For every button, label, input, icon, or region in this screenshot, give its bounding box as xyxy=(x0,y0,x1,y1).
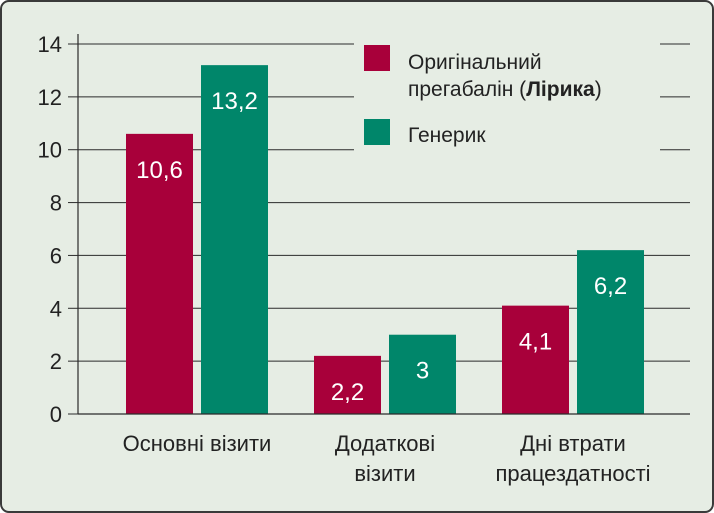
legend-swatch-generic xyxy=(364,119,390,145)
legend-swatch-original xyxy=(364,45,390,71)
legend: Оригінальний прегабалін (Лірика) Генерик xyxy=(354,32,660,172)
y-tick-label: 6 xyxy=(50,243,62,268)
bar-value-label: 4,1 xyxy=(519,329,552,356)
category-label: Додаткові xyxy=(335,431,435,456)
y-tick-label: 14 xyxy=(38,32,62,57)
bars: 10,6 2,2 4,1 13,2 3 6,2 xyxy=(126,65,644,414)
legend-background xyxy=(354,32,660,172)
bar-value-label: 6,2 xyxy=(594,273,627,300)
y-tick-label: 12 xyxy=(38,85,62,110)
category-label: Основні візити xyxy=(123,431,272,456)
bar xyxy=(577,250,644,414)
bar-value-label: 13,2 xyxy=(211,88,258,115)
y-tick-label: 2 xyxy=(50,349,62,374)
legend-label-generic: Генерик xyxy=(408,124,486,147)
x-axis-labels: Основні візити Додаткові візити Дні втрати п… xyxy=(123,431,651,486)
bar xyxy=(314,355,381,414)
bar-value-label: 3 xyxy=(416,358,429,385)
bar-value-label: 10,6 xyxy=(136,157,183,184)
y-tick-label: 0 xyxy=(50,402,62,427)
category-label: працездатності xyxy=(495,461,650,486)
y-tick-label: 4 xyxy=(50,296,62,321)
axes xyxy=(77,34,690,415)
y-tick-label: 8 xyxy=(50,191,62,216)
category-label: візити xyxy=(354,461,415,486)
legend-label-original-line1: Оригінальний xyxy=(408,51,542,74)
bar xyxy=(389,334,456,414)
legend-label-original-line2: прегабалін (Лірика) xyxy=(408,78,602,101)
bar xyxy=(502,305,569,414)
y-axis-ticks: 0 2 4 6 8 10 12 14 xyxy=(38,32,78,427)
y-tick-label: 10 xyxy=(38,138,62,163)
bar xyxy=(126,133,193,414)
category-label: Дні втрати xyxy=(520,431,626,456)
bar xyxy=(201,65,268,414)
bar-value-label: 2,2 xyxy=(331,379,364,406)
